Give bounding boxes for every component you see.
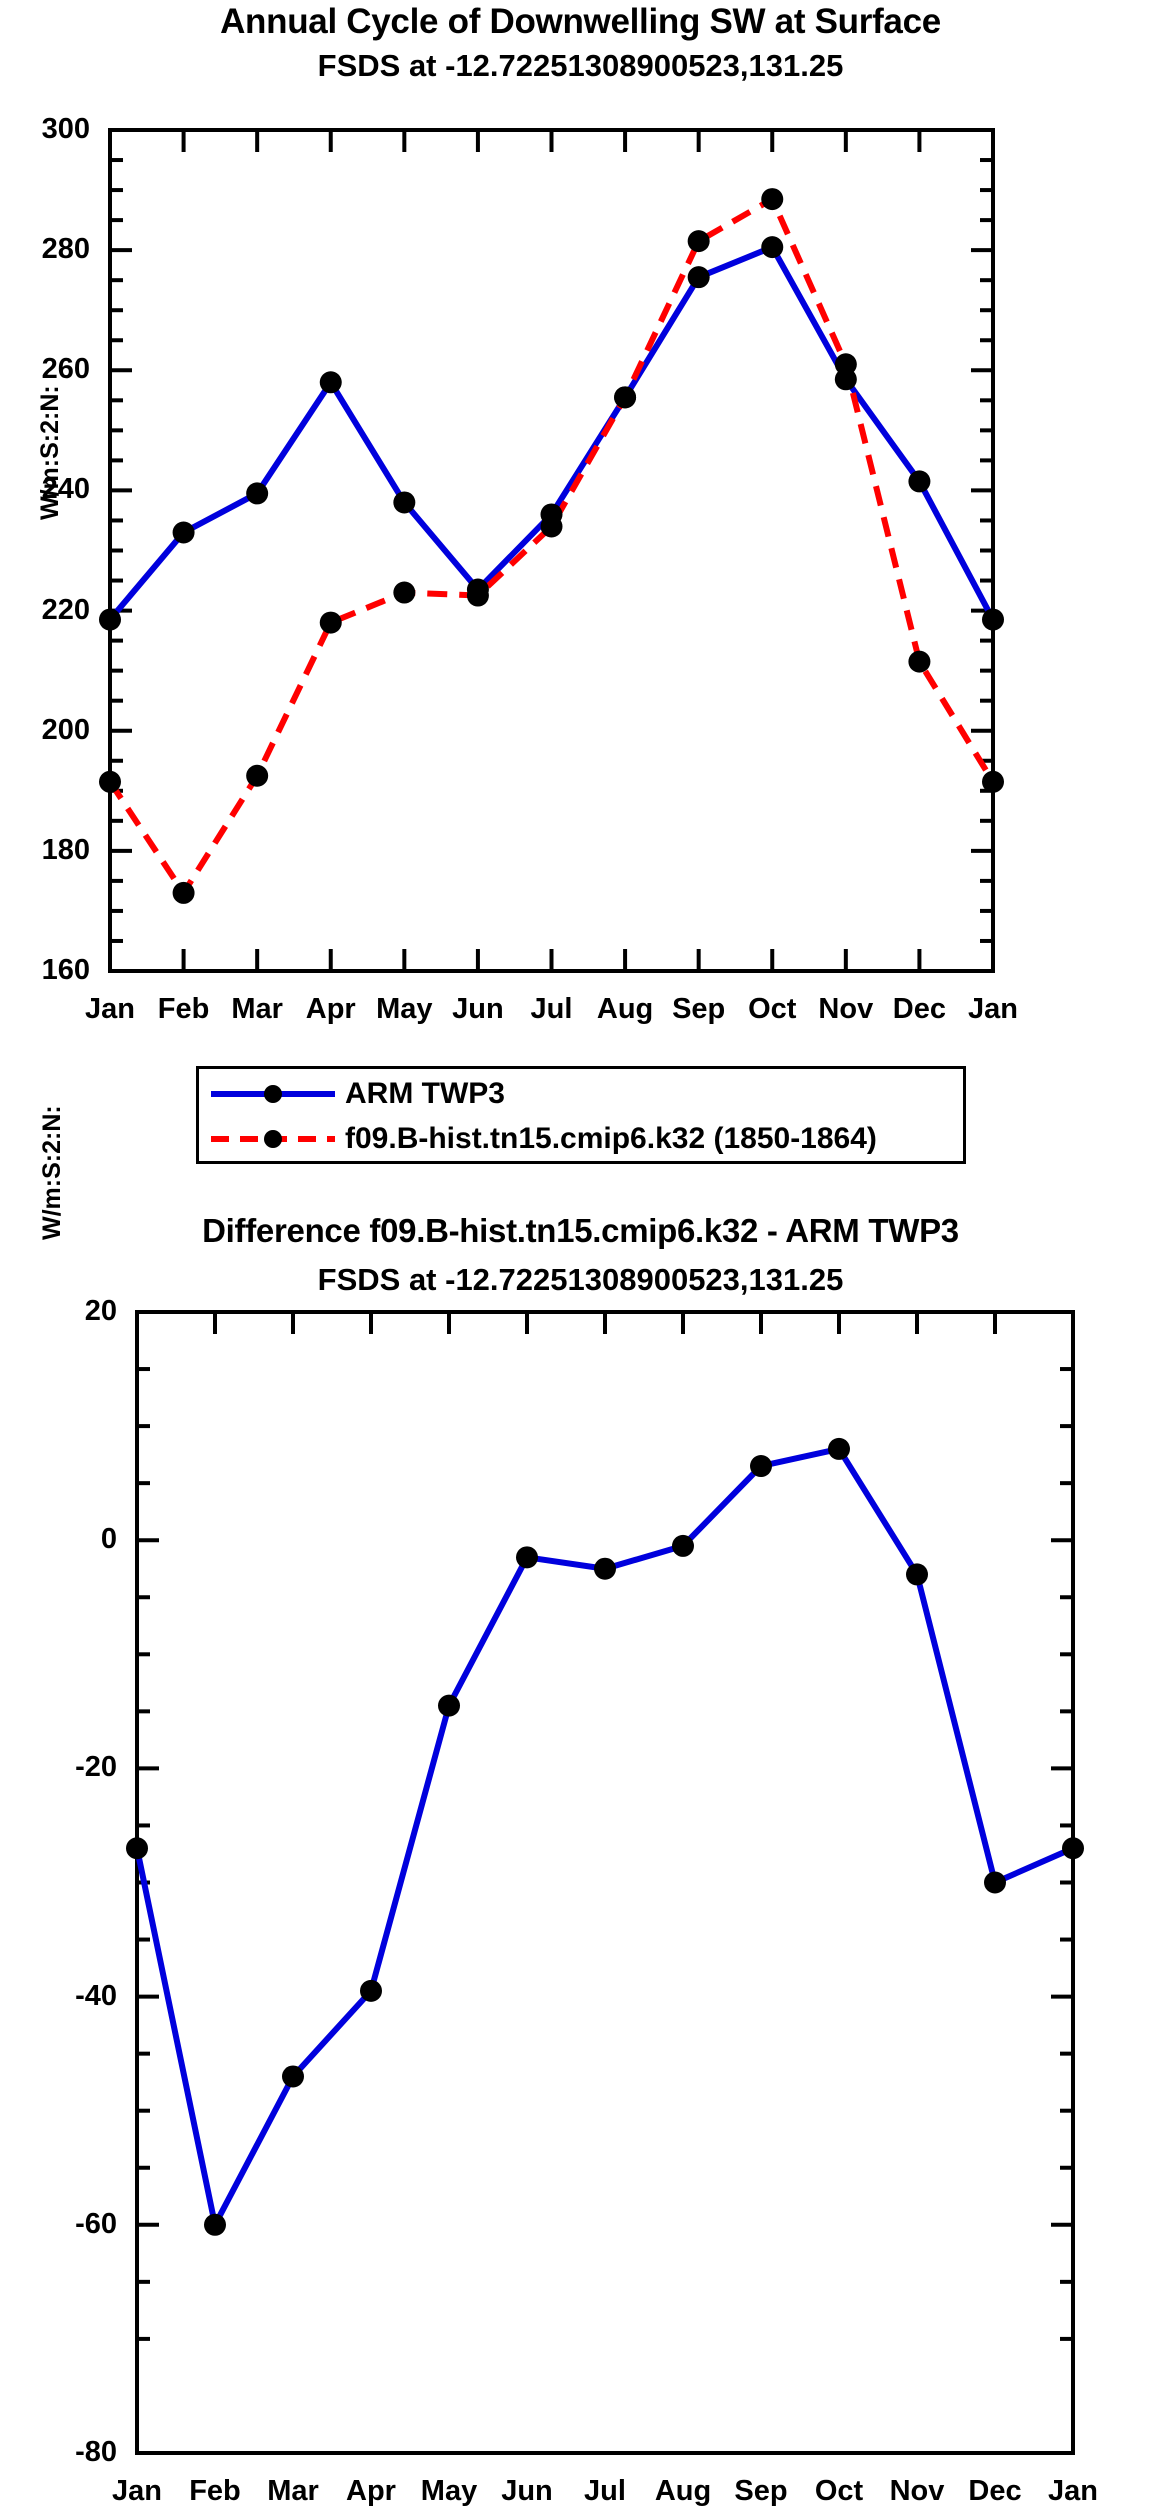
panel2-y-axis-label: W/m:S:2:N:	[38, 1105, 66, 1240]
legend-label-0: ARM TWP3	[345, 1076, 505, 1110]
x-tick-label: Nov	[889, 2475, 945, 2507]
y-tick-label: 300	[41, 113, 90, 145]
panel2-title: Difference f09.B-hist.tn15.cmip6.k32 - A…	[202, 1212, 959, 1249]
x-tick-label: Jun	[452, 993, 504, 1025]
x-tick-label: Apr	[305, 993, 356, 1025]
x-tick-label: Jul	[584, 2475, 626, 2507]
x-tick-label: Oct	[814, 2475, 864, 2507]
x-tick-label: Jan	[1048, 2475, 1098, 2507]
legend-label-1: f09.B-hist.tn15.cmip6.k32 (1850-1864)	[345, 1121, 877, 1155]
legend-entry-arm-twp3[interactable]: ARM TWP3	[199, 1069, 505, 1118]
y-tick-label: 220	[41, 593, 90, 626]
x-tick-label: Oct	[748, 993, 797, 1025]
y-tick-label: 240	[41, 473, 90, 506]
x-tick-label: May	[376, 993, 433, 1025]
y-tick-label: 280	[41, 233, 90, 266]
legend-box: ARM TWP3 f09.B-hist.tn15.cmip6.k32 (1850…	[196, 1066, 966, 1164]
x-tick-label: Aug	[596, 993, 654, 1025]
y-tick-label: -80	[75, 2436, 117, 2468]
x-tick-label: Mar	[267, 2475, 319, 2507]
x-tick-label: Sep	[672, 993, 726, 1025]
panel1-y-axis-label: W/m:S:2:N:	[36, 385, 64, 520]
panel2-subtitle: FSDS at -12.72251308900523,131.25	[317, 1262, 844, 1297]
y-tick-label: 260	[41, 353, 90, 386]
x-tick-label: Jan	[112, 2475, 162, 2507]
x-tick-label: Jun	[501, 2475, 553, 2507]
x-tick-label: Dec	[892, 993, 946, 1025]
panel2-graphics	[126, 1310, 1084, 2341]
panel-annual-cycle: Annual Cycle of Downwelling SW at Surfac…	[0, 0, 1161, 1180]
y-tick-label: 180	[41, 833, 90, 866]
legend-swatch-solid-blue	[209, 1080, 337, 1108]
x-tick-label: Dec	[968, 2475, 1022, 2507]
x-tick-label: Aug	[654, 2475, 712, 2507]
y-tick-label: 160	[41, 954, 90, 986]
y-tick-label: -60	[75, 2207, 117, 2240]
x-tick-label: Feb	[157, 993, 210, 1025]
x-tick-label: Mar	[231, 993, 283, 1025]
x-tick-label: Nov	[818, 993, 874, 1025]
legend-swatch-dashed-red	[209, 1125, 337, 1153]
y-tick-label: -40	[75, 1979, 117, 2012]
x-tick-label: Jan	[85, 993, 135, 1025]
y-tick-label: -20	[75, 1751, 117, 1784]
x-tick-label: Apr	[346, 2475, 396, 2507]
panel1-subtitle: FSDS at -12.72251308900523,131.25	[317, 48, 844, 83]
y-tick-label: 200	[41, 713, 90, 746]
legend-entry-f09-model[interactable]: f09.B-hist.tn15.cmip6.k32 (1850-1864)	[199, 1114, 877, 1163]
panel1-graphics	[99, 128, 1004, 973]
x-tick-label: Jul	[530, 993, 573, 1025]
panel1-title: Annual Cycle of Downwelling SW at Surfac…	[220, 2, 941, 41]
x-tick-label: Sep	[734, 2475, 788, 2507]
y-tick-label: 0	[100, 1523, 117, 1556]
x-tick-label: Jan	[968, 993, 1018, 1025]
y-tick-label: 20	[84, 1295, 117, 1327]
x-tick-label: May	[420, 2475, 478, 2507]
x-tick-label: Feb	[189, 2475, 241, 2507]
panel-difference: Difference f09.B-hist.tn15.cmip6.k32 - A…	[0, 1180, 1161, 2506]
